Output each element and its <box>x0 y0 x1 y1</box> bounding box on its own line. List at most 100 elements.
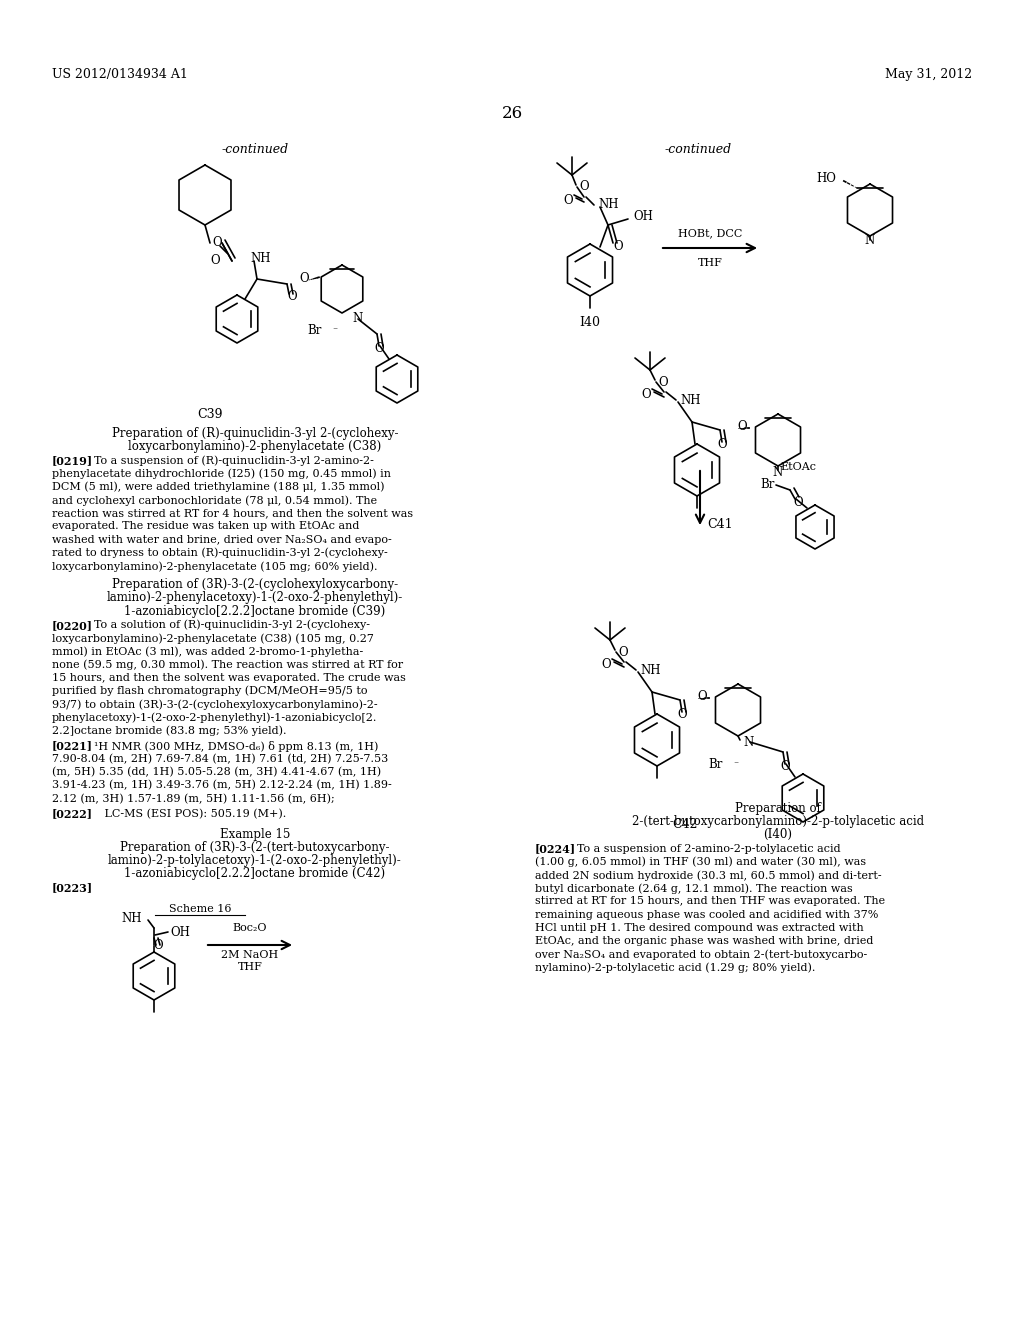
Text: none (59.5 mg, 0.30 mmol). The reaction was stirred at RT for: none (59.5 mg, 0.30 mmol). The reaction … <box>52 660 403 671</box>
Text: N: N <box>743 735 754 748</box>
Text: O: O <box>677 708 687 721</box>
Text: NH: NH <box>640 664 660 676</box>
Text: ¹H NMR (300 MHz, DMSO-d₆) δ ppm 8.13 (m, 1H): ¹H NMR (300 MHz, DMSO-d₆) δ ppm 8.13 (m,… <box>94 741 379 751</box>
Text: N: N <box>352 313 362 326</box>
Text: 2-(tert-butoxycarbonylamino)-2-p-tolylacetic acid: 2-(tert-butoxycarbonylamino)-2-p-tolylac… <box>632 816 924 828</box>
Text: 2.2]octane bromide (83.8 mg; 53% yield).: 2.2]octane bromide (83.8 mg; 53% yield). <box>52 726 287 737</box>
Text: C42: C42 <box>672 818 697 832</box>
Text: Br: Br <box>307 325 322 338</box>
Text: O: O <box>601 657 610 671</box>
Text: To a suspension of (R)-quinuclidin-3-yl 2-amino-2-: To a suspension of (R)-quinuclidin-3-yl … <box>94 455 374 466</box>
Text: N: N <box>773 466 783 479</box>
Text: and cyclohexyl carbonochloridate (78 μl, 0.54 mmol). The: and cyclohexyl carbonochloridate (78 μl,… <box>52 495 377 506</box>
Text: EtOAc, and the organic phase was washed with brine, dried: EtOAc, and the organic phase was washed … <box>535 936 873 946</box>
Text: rated to dryness to obtain (R)-quinuclidin-3-yl 2-(cyclohexy-: rated to dryness to obtain (R)-quinuclid… <box>52 548 388 558</box>
Text: 3.91-4.23 (m, 1H) 3.49-3.76 (m, 5H) 2.12-2.24 (m, 1H) 1.89-: 3.91-4.23 (m, 1H) 3.49-3.76 (m, 5H) 2.12… <box>52 780 392 791</box>
Text: NH: NH <box>250 252 270 265</box>
Text: US 2012/0134934 A1: US 2012/0134934 A1 <box>52 69 187 81</box>
Text: EtOAc: EtOAc <box>780 462 816 473</box>
Text: Preparation of: Preparation of <box>735 803 821 814</box>
Text: added 2N sodium hydroxide (30.3 ml, 60.5 mmol) and di-tert-: added 2N sodium hydroxide (30.3 ml, 60.5… <box>535 870 882 880</box>
Text: Br: Br <box>709 759 723 771</box>
Text: over Na₂SO₄ and evaporated to obtain 2-(tert-butoxycarbo-: over Na₂SO₄ and evaporated to obtain 2-(… <box>535 949 867 960</box>
Text: N: N <box>865 234 876 247</box>
Text: NH: NH <box>598 198 618 211</box>
Text: O: O <box>613 240 623 253</box>
Text: lamino)-2-phenylacetoxy)-1-(2-oxo-2-phenylethyl)-: lamino)-2-phenylacetoxy)-1-(2-oxo-2-phen… <box>106 591 403 605</box>
Text: (1.00 g, 6.05 mmol) in THF (30 ml) and water (30 ml), was: (1.00 g, 6.05 mmol) in THF (30 ml) and w… <box>535 857 866 867</box>
Text: lamino)-2-p-tolylacetoxy)-1-(2-oxo-2-phenylethyl)-: lamino)-2-p-tolylacetoxy)-1-(2-oxo-2-phe… <box>109 854 401 867</box>
Text: ⁻: ⁻ <box>332 326 337 335</box>
Text: phenylacetate dihydrochloride (I25) (150 mg, 0.45 mmol) in: phenylacetate dihydrochloride (I25) (150… <box>52 469 391 479</box>
Text: O: O <box>618 645 628 659</box>
Text: loxycarbonylamino)-2-phenylacetate (C38): loxycarbonylamino)-2-phenylacetate (C38) <box>128 440 382 453</box>
Text: Preparation of (3R)-3-(2-(tert-butoxycarbony-: Preparation of (3R)-3-(2-(tert-butoxycar… <box>120 841 390 854</box>
Text: HO: HO <box>816 172 836 185</box>
Text: I40: I40 <box>580 315 600 329</box>
Text: [0220]: [0220] <box>52 620 93 631</box>
Text: [0223]: [0223] <box>52 883 93 894</box>
Text: O: O <box>210 255 220 268</box>
Text: 1-azoniabicyclo[2.2.2]octane bromide (C42): 1-azoniabicyclo[2.2.2]octane bromide (C4… <box>125 867 386 880</box>
Text: O: O <box>737 420 746 433</box>
Text: Br: Br <box>760 479 774 491</box>
Text: Preparation of (R)-quinuclidin-3-yl 2-(cyclohexy-: Preparation of (R)-quinuclidin-3-yl 2-(c… <box>112 426 398 440</box>
Text: C39: C39 <box>198 408 223 421</box>
Text: NH: NH <box>680 393 700 407</box>
Text: O: O <box>212 236 222 249</box>
Text: 2.12 (m, 3H) 1.57-1.89 (m, 5H) 1.11-1.56 (m, 6H);: 2.12 (m, 3H) 1.57-1.89 (m, 5H) 1.11-1.56… <box>52 793 335 804</box>
Text: 7.90-8.04 (m, 2H) 7.69-7.84 (m, 1H) 7.61 (td, 2H) 7.25-7.53: 7.90-8.04 (m, 2H) 7.69-7.84 (m, 1H) 7.61… <box>52 754 388 764</box>
Text: 15 hours, and then the solvent was evaporated. The crude was: 15 hours, and then the solvent was evapo… <box>52 673 406 682</box>
Text: To a solution of (R)-quinuclidin-3-yl 2-(cyclohexy-: To a solution of (R)-quinuclidin-3-yl 2-… <box>94 620 370 631</box>
Text: O: O <box>641 388 651 400</box>
Text: (I40): (I40) <box>764 829 793 841</box>
Text: [0224]: [0224] <box>535 843 577 854</box>
Text: 93/7) to obtain (3R)-3-(2-(cyclohexyloxycarbonylamino)-2-: 93/7) to obtain (3R)-3-(2-(cyclohexyloxy… <box>52 700 378 710</box>
Text: -continued: -continued <box>221 143 289 156</box>
Text: To a suspension of 2-amino-2-p-tolylacetic acid: To a suspension of 2-amino-2-p-tolylacet… <box>577 843 841 854</box>
Text: O: O <box>658 375 668 388</box>
Text: O: O <box>579 181 589 194</box>
Text: HOBt, DCC: HOBt, DCC <box>678 228 742 238</box>
Text: O: O <box>374 342 384 355</box>
Text: [0221]: [0221] <box>52 741 93 751</box>
Text: (m, 5H) 5.35 (dd, 1H) 5.05-5.28 (m, 3H) 4.41-4.67 (m, 1H): (m, 5H) 5.35 (dd, 1H) 5.05-5.28 (m, 3H) … <box>52 767 381 777</box>
Text: O: O <box>717 437 727 450</box>
Text: O: O <box>780 759 790 772</box>
Text: May 31, 2012: May 31, 2012 <box>885 69 972 81</box>
Text: [0222]: [0222] <box>52 809 93 820</box>
Text: nylamino)-2-p-tolylacetic acid (1.29 g; 80% yield).: nylamino)-2-p-tolylacetic acid (1.29 g; … <box>535 962 815 973</box>
Text: NH: NH <box>122 912 142 924</box>
Text: C41: C41 <box>708 519 733 532</box>
Text: loxycarbonylamino)-2-phenylacetate (105 mg; 60% yield).: loxycarbonylamino)-2-phenylacetate (105 … <box>52 561 378 572</box>
Text: O: O <box>794 496 803 510</box>
Text: phenylacetoxy)-1-(2-oxo-2-phenylethyl)-1-azoniabicyclo[2.: phenylacetoxy)-1-(2-oxo-2-phenylethyl)-1… <box>52 713 378 723</box>
Text: [0219]: [0219] <box>52 455 93 466</box>
Text: ⁻: ⁻ <box>733 760 738 770</box>
Text: LC-MS (ESI POS): 505.19 (M+).: LC-MS (ESI POS): 505.19 (M+). <box>94 809 287 818</box>
Text: purified by flash chromatography (DCM/MeOH=95/5 to: purified by flash chromatography (DCM/Me… <box>52 686 368 697</box>
Text: OH: OH <box>633 210 653 223</box>
Text: HCl until pH 1. The desired compound was extracted with: HCl until pH 1. The desired compound was… <box>535 923 864 933</box>
Text: -continued: -continued <box>665 143 731 156</box>
Text: 26: 26 <box>502 106 522 121</box>
Text: 2M NaOH: 2M NaOH <box>221 950 279 960</box>
Text: Scheme 16: Scheme 16 <box>169 904 231 913</box>
Text: DCM (5 ml), were added triethylamine (188 μl, 1.35 mmol): DCM (5 ml), were added triethylamine (18… <box>52 482 384 492</box>
Text: Preparation of (3R)-3-(2-(cyclohexyloxycarbony-: Preparation of (3R)-3-(2-(cyclohexyloxyc… <box>112 578 398 591</box>
Text: THF: THF <box>697 257 723 268</box>
Text: O: O <box>154 939 163 952</box>
Text: OH: OH <box>170 925 189 939</box>
Text: O: O <box>299 272 309 285</box>
Text: reaction was stirred at RT for 4 hours, and then the solvent was: reaction was stirred at RT for 4 hours, … <box>52 508 413 519</box>
Text: THF: THF <box>238 962 262 972</box>
Text: loxycarbonylamino)-2-phenylacetate (C38) (105 mg, 0.27: loxycarbonylamino)-2-phenylacetate (C38)… <box>52 634 374 644</box>
Text: remaining aqueous phase was cooled and acidified with 37%: remaining aqueous phase was cooled and a… <box>535 909 879 920</box>
Text: evaporated. The residue was taken up with EtOAc and: evaporated. The residue was taken up wit… <box>52 521 359 532</box>
Text: O: O <box>287 289 297 302</box>
Text: Boc₂O: Boc₂O <box>232 923 267 933</box>
Text: stirred at RT for 15 hours, and then THF was evaporated. The: stirred at RT for 15 hours, and then THF… <box>535 896 885 907</box>
Text: 1-azoniabicyclo[2.2.2]octane bromide (C39): 1-azoniabicyclo[2.2.2]octane bromide (C3… <box>124 605 386 618</box>
Text: washed with water and brine, dried over Na₂SO₄ and evapo-: washed with water and brine, dried over … <box>52 535 392 545</box>
Text: Example 15: Example 15 <box>220 828 290 841</box>
